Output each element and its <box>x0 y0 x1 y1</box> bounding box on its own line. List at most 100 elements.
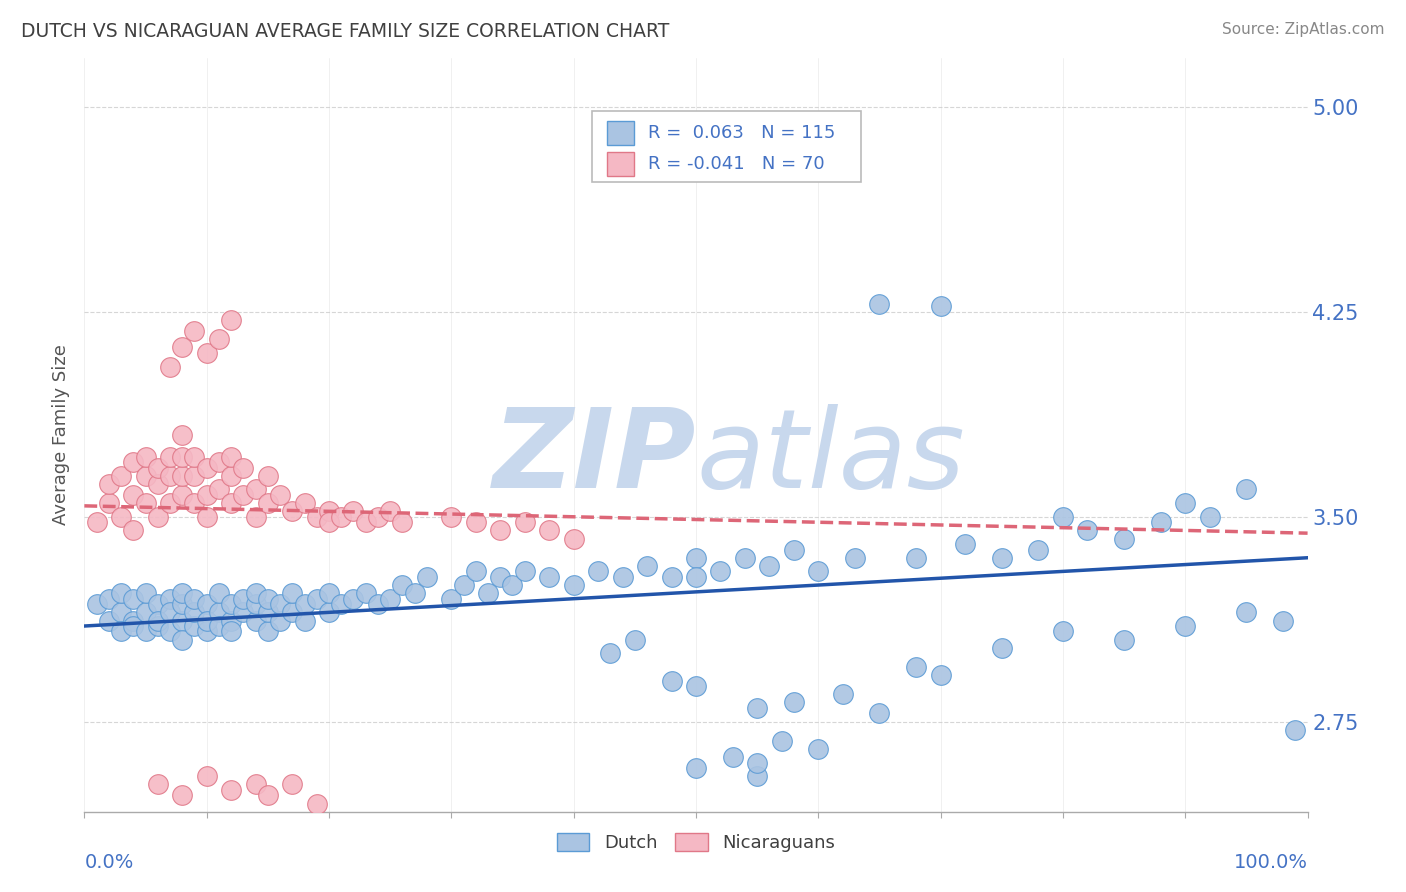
Point <box>172 488 194 502</box>
Text: Source: ZipAtlas.com: Source: ZipAtlas.com <box>1222 22 1385 37</box>
Point <box>159 468 181 483</box>
Point <box>172 586 194 600</box>
Point <box>146 460 169 475</box>
Point <box>208 606 231 620</box>
Point <box>318 515 340 529</box>
Point <box>305 509 328 524</box>
Point <box>770 733 793 747</box>
Point <box>146 777 169 791</box>
Point <box>709 565 731 579</box>
Point <box>1236 483 1258 497</box>
Point <box>562 578 585 592</box>
Text: 100.0%: 100.0% <box>1233 853 1308 872</box>
Point <box>1052 624 1074 639</box>
Point <box>219 614 242 628</box>
Point <box>97 496 120 510</box>
Point <box>195 624 218 639</box>
Point <box>219 783 242 797</box>
Point <box>1272 614 1295 628</box>
Point <box>513 565 536 579</box>
Point <box>586 565 609 579</box>
Point <box>807 565 830 579</box>
Point <box>146 477 169 491</box>
Point <box>1198 509 1220 524</box>
Point <box>172 427 194 442</box>
Point <box>245 509 267 524</box>
Point <box>257 591 280 606</box>
Point <box>110 509 132 524</box>
Point <box>869 706 891 721</box>
Point <box>122 614 145 628</box>
Point <box>953 537 976 551</box>
Point <box>110 624 132 639</box>
Text: ZIP: ZIP <box>492 404 696 511</box>
Point <box>219 450 242 464</box>
Point <box>195 769 218 783</box>
Point <box>183 450 205 464</box>
Point <box>807 742 830 756</box>
Point <box>219 468 242 483</box>
Point <box>195 460 218 475</box>
Point <box>1284 723 1306 737</box>
Text: R =  0.063   N = 115: R = 0.063 N = 115 <box>648 124 835 142</box>
Point <box>489 570 512 584</box>
Point <box>97 614 120 628</box>
Point <box>146 619 169 633</box>
Point <box>208 586 231 600</box>
Point <box>721 750 744 764</box>
Point <box>464 515 486 529</box>
Text: DUTCH VS NICARAGUAN AVERAGE FAMILY SIZE CORRELATION CHART: DUTCH VS NICARAGUAN AVERAGE FAMILY SIZE … <box>21 22 669 41</box>
Point <box>281 504 304 518</box>
Point <box>636 558 658 573</box>
Point <box>464 565 486 579</box>
Point <box>342 504 364 518</box>
Point <box>110 586 132 600</box>
Point <box>661 570 683 584</box>
Point <box>146 597 169 611</box>
Point <box>624 632 647 647</box>
Point <box>318 504 340 518</box>
Point <box>97 477 120 491</box>
Point <box>318 586 340 600</box>
Point <box>183 606 205 620</box>
Point <box>219 313 242 327</box>
Point <box>245 777 267 791</box>
Point <box>195 346 218 360</box>
Point <box>747 701 769 715</box>
Point <box>869 297 891 311</box>
Point <box>1052 509 1074 524</box>
Point <box>159 450 181 464</box>
Point <box>929 300 952 314</box>
Point <box>257 624 280 639</box>
Point <box>294 496 316 510</box>
Point <box>122 455 145 469</box>
Point <box>172 614 194 628</box>
Point <box>135 586 157 600</box>
Point <box>195 614 218 628</box>
Point <box>195 597 218 611</box>
Point <box>844 550 866 565</box>
Point <box>783 696 806 710</box>
Point <box>783 542 806 557</box>
Point <box>502 578 524 592</box>
Point <box>367 597 389 611</box>
Point <box>159 496 181 510</box>
Text: 0.0%: 0.0% <box>84 853 134 872</box>
Point <box>269 488 291 502</box>
Point <box>172 468 194 483</box>
FancyBboxPatch shape <box>606 120 634 145</box>
Point <box>219 597 242 611</box>
Point <box>183 468 205 483</box>
Point <box>380 591 402 606</box>
Point <box>232 606 254 620</box>
Point <box>489 524 512 538</box>
Point <box>281 606 304 620</box>
Point <box>305 797 328 811</box>
Point <box>380 504 402 518</box>
Point <box>135 624 157 639</box>
Point <box>404 586 426 600</box>
Point <box>257 468 280 483</box>
Point <box>391 578 413 592</box>
Point <box>513 515 536 529</box>
Point <box>232 591 254 606</box>
